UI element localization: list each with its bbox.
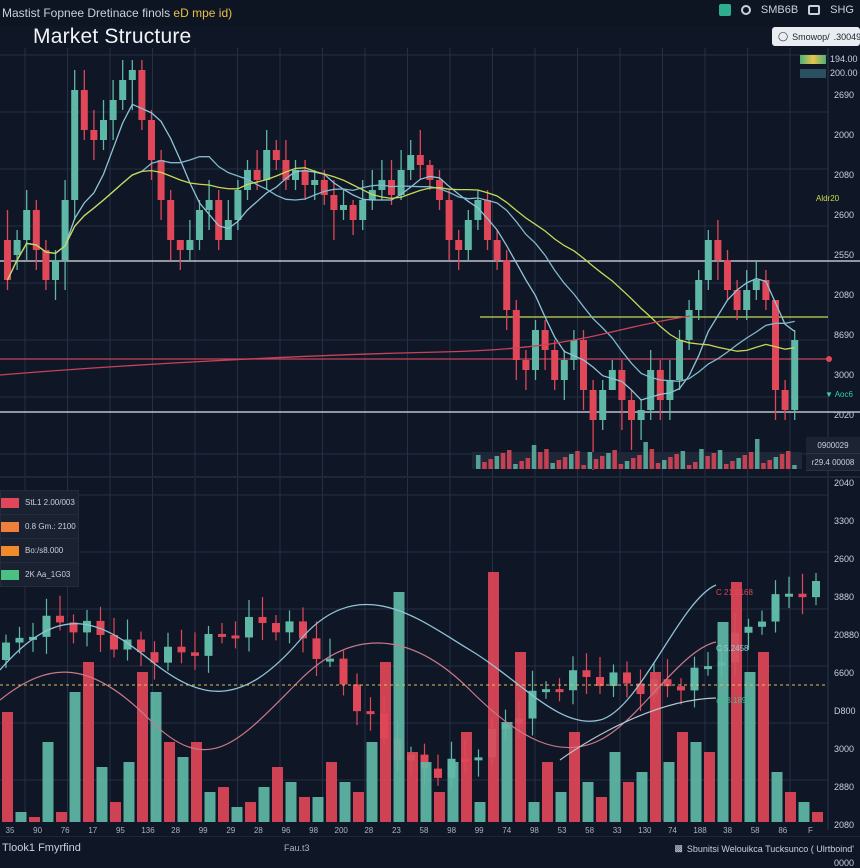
axis-marker-label: ▼ Aoc6 [825, 390, 853, 399]
target-icon[interactable] [740, 5, 751, 15]
x-tick-label: 28 [364, 826, 374, 835]
window-title-bar: Mastist Fopnee Dretinace finols eD mpe i… [0, 0, 860, 26]
annotation-label: @ 3.1898 [716, 696, 751, 705]
search-placeholder: Smowop/ [792, 31, 830, 42]
download-icon[interactable] [718, 4, 731, 16]
x-tick-label: 99 [474, 826, 484, 835]
axis-tick-label: 3000 [834, 370, 855, 380]
axis-tick-label: 2000 [834, 130, 855, 140]
x-tick-label: 28 [171, 826, 181, 835]
x-tick-label: 188 [693, 826, 707, 835]
axis-tick-label: 2690 [834, 90, 855, 100]
x-tick-label: 29 [226, 826, 236, 835]
indicator-row[interactable]: StL1 2.00/003 [1, 491, 78, 515]
x-tick-label: 74 [667, 826, 677, 835]
axis-tick-label: 2600 [834, 210, 855, 220]
axis-tick-label: 2080 [834, 820, 855, 830]
axis-tick-label: 6600 [834, 668, 855, 678]
x-tick-label: 95 [115, 826, 125, 835]
volume-readout: 0900029 r29.4 00008 [806, 437, 860, 471]
x-tick-label: 130 [638, 826, 652, 835]
axis-tick-label: 2080 [834, 290, 855, 300]
indicator-row[interactable]: 2K Aa_1G03 [1, 563, 78, 586]
x-tick-label: 23 [391, 826, 401, 835]
axis-tick-label: 2040 [834, 478, 855, 488]
x-tick-label: 86 [778, 826, 788, 835]
x-tick-label: 76 [60, 826, 70, 835]
x-tick-label: 58 [419, 826, 429, 835]
x-tick-label: 200 [334, 826, 348, 835]
axis-tick-label: 2080 [834, 170, 855, 180]
monitor-icon[interactable] [808, 5, 821, 15]
axis-tick-label: D800 [834, 706, 856, 716]
x-tick-label: 98 [529, 826, 539, 835]
symbol-label-2[interactable]: SHG [830, 4, 854, 16]
axis-tick-label: 2020 [834, 410, 855, 420]
axis-tick-label: 2600 [834, 554, 855, 564]
x-tick-label: 33 [612, 826, 622, 835]
x-tick-label: 96 [281, 826, 291, 835]
footer-left-label: Tlook1 Fmyrfind [2, 842, 81, 854]
x-tick-label: 98 [309, 826, 319, 835]
symbol-label[interactable]: SMB6B [760, 4, 799, 16]
document-icon: ▩ [674, 843, 683, 853]
indicator-swatch-icon [1, 569, 19, 580]
search-value: .30049 [833, 31, 860, 42]
indicator-swatch-icon [1, 545, 19, 556]
axis-tick-label: 8690 [834, 330, 855, 340]
indicator-row[interactable]: Bo:/s8.000 [1, 539, 78, 563]
search-icon: ◯ [778, 31, 789, 41]
x-tick-label: 58 [750, 826, 760, 835]
axis-tick-label: 3300 [834, 516, 855, 526]
symbol-search[interactable]: ◯ Smowop/ .30049 [772, 27, 860, 46]
axis-tick-label: 3000 [834, 744, 855, 754]
axis-marker-label: Aldr20 [816, 194, 840, 203]
mini-legend: 194.00 200.00 [800, 52, 858, 80]
window-title-highlight: eD mpe id) [173, 6, 233, 20]
x-tick-label: F [807, 826, 813, 835]
legend-swatch-icon [800, 54, 826, 64]
indicator-legend: StL1 2.00/003 0.8 Gm.: 2100 Bo:/s8.000 2… [0, 490, 79, 587]
footer-mid-label: Fau.t3 [284, 843, 310, 853]
x-tick-label: 17 [88, 826, 98, 835]
x-tick-label: 38 [723, 826, 733, 835]
x-tick-label: 136 [141, 826, 155, 835]
axis-tick-label: 20880 [834, 630, 860, 640]
x-tick-label: 98 [447, 826, 457, 835]
x-tick-label: 53 [557, 826, 567, 835]
chart-title: Market Structure [33, 25, 192, 48]
x-tick-label: 90 [33, 826, 43, 835]
axis-tick-label: 2880 [834, 782, 855, 792]
x-tick-label: 99 [198, 826, 208, 835]
axis-tick-label: 2550 [834, 250, 855, 260]
annotation-label: C 21.0168 [716, 588, 753, 597]
top-toolbar: SMB6B SHG [718, 4, 854, 16]
legend-swatch-icon [800, 68, 826, 78]
status-footer: Tlook1 Fmyrfind Fau.t3 ▩ Sbunitsi Weloui… [0, 836, 860, 861]
x-tick-label: 35 [5, 826, 15, 835]
footer-source[interactable]: ▩ Sbunitsi Welouikca Tucksunco ( Ulrtboi… [674, 843, 854, 854]
indicator-row[interactable]: 0.8 Gm.: 2100 [1, 515, 78, 539]
x-tick-label: 74 [502, 826, 512, 835]
x-tick-label: 58 [585, 826, 595, 835]
indicator-swatch-icon [1, 497, 19, 508]
x-tick-label: 28 [253, 826, 263, 835]
window-title: Mastist Fopnee Dretinace finols eD mpe i… [2, 6, 233, 20]
annotation-label: C 5.2458 [716, 644, 749, 653]
indicator-swatch-icon [1, 521, 19, 532]
axis-tick-label: 3880 [834, 592, 855, 602]
